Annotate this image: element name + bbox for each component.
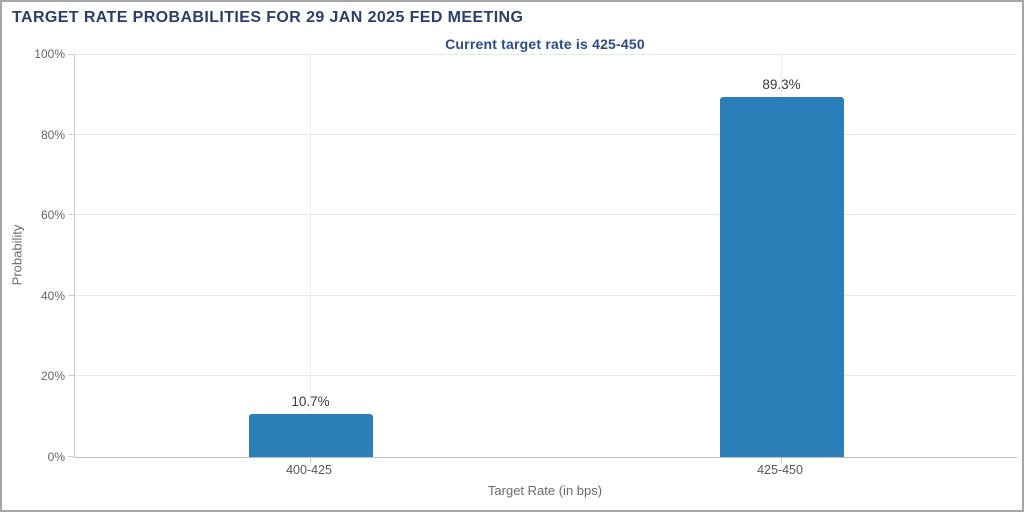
y-tick-mark bbox=[68, 54, 75, 55]
bar-value-label: 10.7% bbox=[291, 393, 330, 409]
y-gridline bbox=[75, 133, 1017, 135]
y-gridline bbox=[75, 375, 1017, 377]
bar-slot-425-450: 89.3% bbox=[546, 54, 1017, 463]
y-tick-mark bbox=[68, 214, 75, 216]
y-gridline bbox=[75, 214, 1017, 216]
plot-area: 0% 20% 40% 60% 80% 100% 10.7% 89.3% bbox=[34, 47, 1017, 464]
x-axis-title: Target Rate (in bps) bbox=[487, 483, 603, 498]
bar-value-label: 89.3% bbox=[762, 77, 801, 93]
y-gridline bbox=[75, 294, 1017, 296]
y-tick-mark bbox=[68, 133, 75, 135]
category-gridline bbox=[310, 54, 311, 457]
y-tick-label: 80% bbox=[40, 127, 65, 142]
y-tick-mark bbox=[68, 294, 75, 296]
x-tick-mark bbox=[781, 458, 782, 463]
chart-title: TARGET RATE PROBABILITIES FOR 29 JAN 202… bbox=[12, 9, 524, 26]
chart-subtitle: Current target rate is 425-450 bbox=[445, 36, 645, 52]
y-tick-label: 0% bbox=[47, 450, 65, 464]
bar-425-450 bbox=[719, 97, 844, 457]
y-tick-label: 60% bbox=[40, 208, 65, 223]
bar-400-425 bbox=[248, 413, 373, 457]
x-tick-label: 400-425 bbox=[286, 463, 332, 477]
x-tick-mark bbox=[310, 458, 311, 463]
y-tick-label: 100% bbox=[34, 47, 65, 61]
y-tick-label: 20% bbox=[40, 369, 65, 384]
y-tick-label: 40% bbox=[40, 288, 65, 303]
y-gridline bbox=[75, 54, 1017, 55]
x-tick-label: 425-450 bbox=[757, 463, 803, 477]
bar-slot-400-425: 10.7% bbox=[75, 54, 546, 463]
y-axis-title: Probability bbox=[9, 224, 25, 286]
y-tick-mark bbox=[68, 375, 75, 377]
y-tick-mark bbox=[68, 456, 75, 457]
